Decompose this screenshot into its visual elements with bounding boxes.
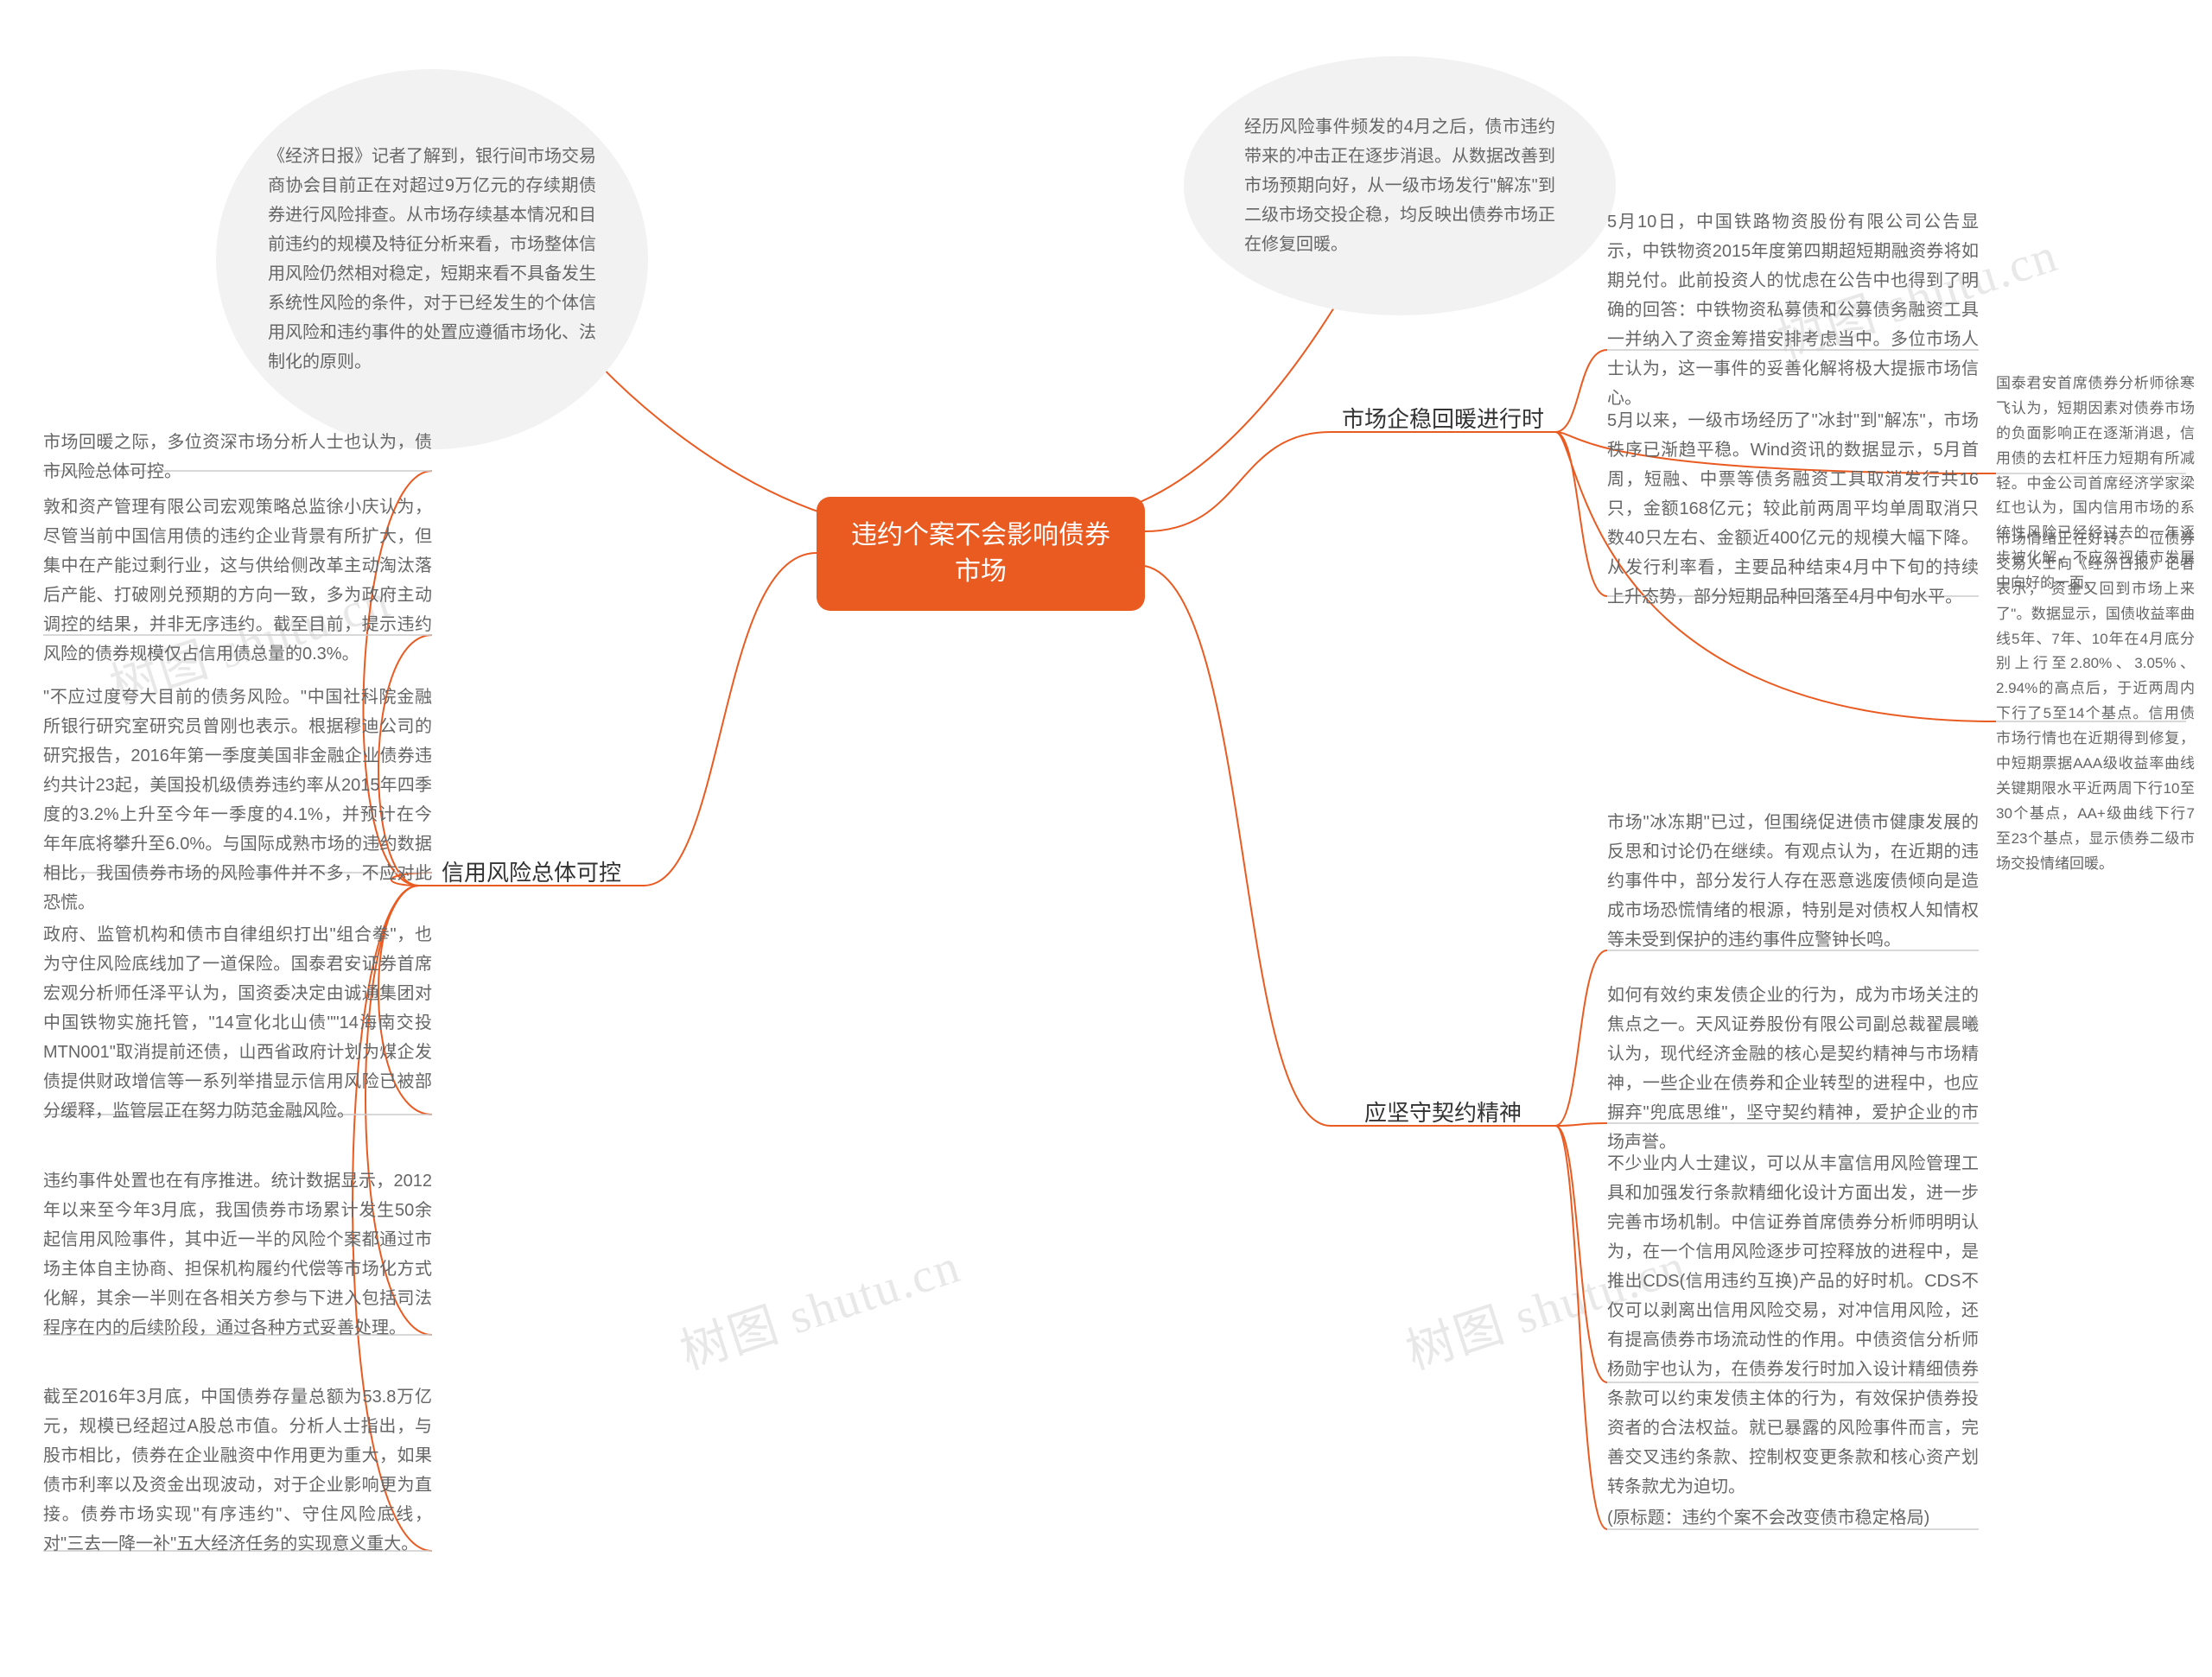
leaf-r3d: (原标题：违约个案不会改变债市稳定格局) (1607, 1503, 1979, 1533)
bubble-text: 经历风险事件频发的4月之后，债市违约带来的冲击正在逐步消退。从数据改善到市场预期… (1244, 112, 1555, 259)
leaf-r1d: 市场情绪正在好转。一位债券交易人士向《经济日报》记者表示，"资金又回到市场上来了… (1996, 527, 2195, 876)
watermark: 树图 shutu.cn (671, 1227, 969, 1383)
leaf-r3b: 如何有效约束发债企业的行为，成为市场关注的焦点之一。天风证券股份有限公司副总裁翟… (1607, 981, 1979, 1157)
branch-b2: 信用风险总体可控 (419, 855, 644, 892)
leaf-r1b: 5月以来，一级市场经历了"冰封"到"解冻"，市场秩序已渐趋平稳。Wind资讯的数… (1607, 406, 1979, 612)
leaf-l3: "不应过度夸大目前的债务风险。"中国社科院金融所银行研究室研究员曾刚也表示。根据… (43, 683, 432, 918)
branch-b1: 市场企稳回暖进行时 (1331, 402, 1555, 439)
bubble-top-left: 《经济日报》记者了解到，银行间市场交易商协会目前正在对超过9万亿元的存续期债券进… (216, 69, 648, 449)
leaf-l4: 政府、监管机构和债市自律组织打出"组合拳"，也为守住风险底线加了一道保险。国泰君… (43, 920, 432, 1126)
leaf-r1a: 5月10日，中国铁路物资股份有限公司公告显示，中铁物资2015年度第四期超短期融… (1607, 207, 1979, 413)
leaf-l1: 市场回暖之际，多位资深市场分析人士也认为，债市风险总体可控。 (43, 428, 432, 486)
leaf-l2: 敦和资产管理有限公司宏观策略总监徐小庆认为，尽管当前中国信用债的违约企业背景有所… (43, 492, 432, 669)
bubble-top-right: 经历风险事件频发的4月之后，债市违约带来的冲击正在逐步消退。从数据改善到市场预期… (1184, 56, 1616, 315)
branch-b3: 应坚守契约精神 (1331, 1096, 1555, 1133)
leaf-l6: 截至2016年3月底，中国债券存量总额为53.8万亿元，规模已经超过A股总市值。… (43, 1382, 432, 1559)
root-node: 违约个案不会影响债券市场 (817, 497, 1145, 611)
leaf-r3a: 市场"冰冻期"已过，但围绕促进债市健康发展的反思和讨论仍在继续。有观点认为，在近… (1607, 808, 1979, 955)
leaf-l5: 违约事件处置也在有序推进。统计数据显示，2012年以来至今年3月底，我国债券市场… (43, 1166, 432, 1343)
leaf-r3c: 不少业内人士建议，可以从丰富信用风险管理工具和加强发行条款精细化设计方面出发，进… (1607, 1149, 1979, 1502)
bubble-text: 《经济日报》记者了解到，银行间市场交易商协会目前正在对超过9万亿元的存续期债券进… (268, 142, 596, 377)
